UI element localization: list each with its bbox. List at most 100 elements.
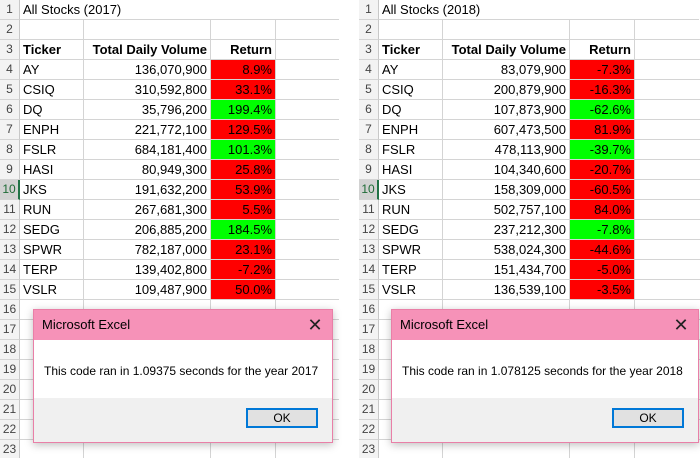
empty-cell[interactable]: [276, 180, 339, 200]
header-ticker[interactable]: Ticker: [379, 40, 443, 60]
return-cell[interactable]: -39.7%: [570, 140, 635, 160]
ticker-cell[interactable]: TERP: [379, 260, 443, 280]
volume-cell[interactable]: 502,757,100: [443, 200, 570, 220]
volume-cell[interactable]: 109,487,900: [84, 280, 211, 300]
ticker-cell[interactable]: HASI: [20, 160, 84, 180]
volume-cell[interactable]: 267,681,300: [84, 200, 211, 220]
row-header[interactable]: 5: [359, 80, 379, 100]
empty-cell[interactable]: [443, 20, 570, 40]
empty-cell[interactable]: [276, 140, 339, 160]
row-header[interactable]: 2: [0, 20, 20, 40]
ticker-cell[interactable]: DQ: [20, 100, 84, 120]
empty-cell[interactable]: [635, 280, 700, 300]
row-header[interactable]: 19: [359, 360, 379, 380]
row-header[interactable]: 3: [0, 40, 20, 60]
row-header[interactable]: 5: [0, 80, 20, 100]
ticker-cell[interactable]: ENPH: [20, 120, 84, 140]
ticker-cell[interactable]: AY: [20, 60, 84, 80]
empty-cell[interactable]: [211, 20, 276, 40]
row-header[interactable]: 15: [359, 280, 379, 300]
row-header[interactable]: 16: [359, 300, 379, 320]
empty-cell[interactable]: [635, 220, 700, 240]
row-header[interactable]: 18: [0, 340, 20, 360]
empty-cell[interactable]: [276, 280, 339, 300]
header-volume[interactable]: Total Daily Volume: [443, 40, 570, 60]
row-header[interactable]: 6: [359, 100, 379, 120]
volume-cell[interactable]: 80,949,300: [84, 160, 211, 180]
volume-cell[interactable]: 478,113,900: [443, 140, 570, 160]
row-header[interactable]: 18: [359, 340, 379, 360]
row-header[interactable]: 9: [0, 160, 20, 180]
empty-cell[interactable]: [276, 20, 339, 40]
volume-cell[interactable]: 158,309,000: [443, 180, 570, 200]
volume-cell[interactable]: 538,024,300: [443, 240, 570, 260]
empty-cell[interactable]: [635, 120, 700, 140]
return-cell[interactable]: 129.5%: [211, 120, 276, 140]
row-header[interactable]: 23: [359, 440, 379, 458]
empty-cell[interactable]: [276, 260, 339, 280]
empty-cell[interactable]: [635, 140, 700, 160]
empty-cell[interactable]: [20, 20, 84, 40]
empty-cell[interactable]: [570, 20, 635, 40]
ticker-cell[interactable]: JKS: [20, 180, 84, 200]
empty-cell[interactable]: [635, 100, 700, 120]
empty-cell[interactable]: [635, 40, 700, 60]
row-header[interactable]: 17: [359, 320, 379, 340]
empty-cell[interactable]: [443, 440, 570, 458]
empty-cell[interactable]: [570, 440, 635, 458]
header-volume[interactable]: Total Daily Volume: [84, 40, 211, 60]
volume-cell[interactable]: 136,539,100: [443, 280, 570, 300]
ticker-cell[interactable]: DQ: [379, 100, 443, 120]
row-header[interactable]: 17: [0, 320, 20, 340]
row-header[interactable]: 19: [0, 360, 20, 380]
row-header[interactable]: 2: [359, 20, 379, 40]
row-header[interactable]: 10: [0, 180, 20, 200]
dialog-title-bar[interactable]: Microsoft Excel ✕: [392, 310, 698, 340]
return-cell[interactable]: -60.5%: [570, 180, 635, 200]
row-header[interactable]: 6: [0, 100, 20, 120]
return-cell[interactable]: 33.1%: [211, 80, 276, 100]
row-header[interactable]: 12: [0, 220, 20, 240]
return-cell[interactable]: -16.3%: [570, 80, 635, 100]
close-icon[interactable]: ✕: [307, 315, 323, 335]
row-header[interactable]: 12: [359, 220, 379, 240]
empty-cell[interactable]: [211, 440, 276, 458]
return-cell[interactable]: -7.2%: [211, 260, 276, 280]
row-header[interactable]: 22: [359, 420, 379, 440]
row-header[interactable]: 13: [0, 240, 20, 260]
return-cell[interactable]: 8.9%: [211, 60, 276, 80]
volume-cell[interactable]: 221,772,100: [84, 120, 211, 140]
header-return[interactable]: Return: [570, 40, 635, 60]
row-header[interactable]: 7: [359, 120, 379, 140]
ok-button[interactable]: OK: [612, 408, 684, 428]
return-cell[interactable]: 101.3%: [211, 140, 276, 160]
return-cell[interactable]: -5.0%: [570, 260, 635, 280]
header-ticker[interactable]: Ticker: [20, 40, 84, 60]
row-header[interactable]: 20: [359, 380, 379, 400]
dialog-title-bar[interactable]: Microsoft Excel ✕: [34, 310, 332, 340]
return-cell[interactable]: -44.6%: [570, 240, 635, 260]
return-cell[interactable]: -3.5%: [570, 280, 635, 300]
return-cell[interactable]: -7.3%: [570, 60, 635, 80]
return-cell[interactable]: 50.0%: [211, 280, 276, 300]
empty-cell[interactable]: [635, 200, 700, 220]
row-header[interactable]: 1: [0, 0, 20, 20]
empty-cell[interactable]: [276, 120, 339, 140]
empty-cell[interactable]: [635, 20, 700, 40]
row-header[interactable]: 15: [0, 280, 20, 300]
empty-cell[interactable]: [635, 60, 700, 80]
row-header[interactable]: 16: [0, 300, 20, 320]
empty-cell[interactable]: [635, 260, 700, 280]
row-header[interactable]: 1: [359, 0, 379, 20]
row-header[interactable]: 20: [0, 380, 20, 400]
row-header[interactable]: 21: [0, 400, 20, 420]
ticker-cell[interactable]: AY: [379, 60, 443, 80]
row-header[interactable]: 3: [359, 40, 379, 60]
ticker-cell[interactable]: HASI: [379, 160, 443, 180]
volume-cell[interactable]: 206,885,200: [84, 220, 211, 240]
return-cell[interactable]: 53.9%: [211, 180, 276, 200]
return-cell[interactable]: -62.6%: [570, 100, 635, 120]
return-cell[interactable]: -7.8%: [570, 220, 635, 240]
row-header[interactable]: 11: [359, 200, 379, 220]
return-cell[interactable]: 81.9%: [570, 120, 635, 140]
